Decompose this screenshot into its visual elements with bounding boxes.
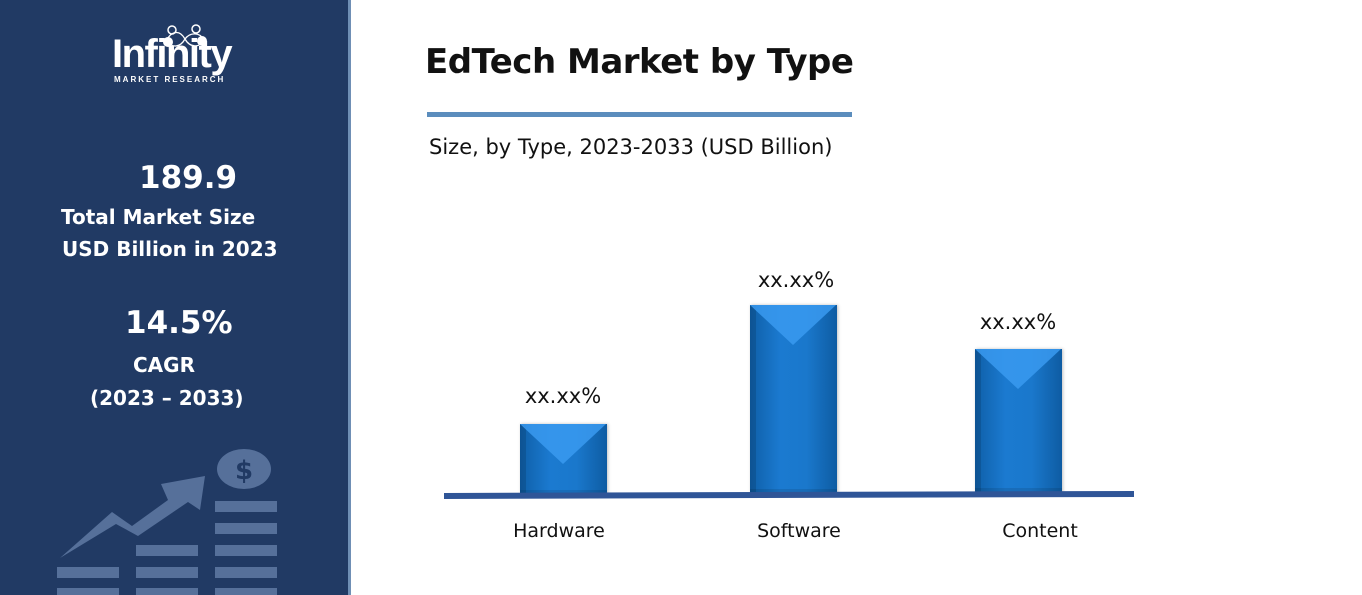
market-size-value: 189.9 xyxy=(139,160,238,196)
title-underline xyxy=(427,112,852,117)
bar-content xyxy=(975,349,1062,494)
infinity-symbol-icon xyxy=(163,24,207,47)
data-label-hardware: xx.xx% xyxy=(524,384,602,408)
category-label-software: Software xyxy=(757,520,841,542)
bar-hardware xyxy=(520,424,607,496)
market-size-unit-label: USD Billion in 2023 xyxy=(62,237,278,261)
data-label-software: xx.xx% xyxy=(757,268,835,292)
svg-text:$: $ xyxy=(235,456,253,486)
cagr-label: CAGR xyxy=(133,353,195,377)
chart-subtitle: Size, by Type, 2023-2033 (USD Billion) xyxy=(429,135,833,159)
category-label-hardware: Hardware xyxy=(513,520,605,542)
data-label-content: xx.xx% xyxy=(979,310,1057,334)
cagr-value: 14.5% xyxy=(125,305,233,341)
x-axis-line xyxy=(443,490,1135,499)
chart-title: EdTech Market by Type xyxy=(425,42,854,82)
market-size-label: Total Market Size xyxy=(61,205,256,229)
cagr-period: (2023 – 2033) xyxy=(90,386,244,410)
brand-tagline: MARKET RESEARCH xyxy=(114,75,226,84)
brand-name: Infinity xyxy=(112,32,233,76)
sidebar-divider xyxy=(348,0,351,595)
growth-chart-dollar-icon: $ xyxy=(57,449,277,595)
sidebar-panel: Infinity MARKET RESEARCH 189.9 Total Mar… xyxy=(0,0,348,595)
category-label-content: Content xyxy=(1002,520,1078,542)
bar-software xyxy=(750,305,837,495)
infinity-logo: Infinity MARKET RESEARCH xyxy=(100,22,260,92)
